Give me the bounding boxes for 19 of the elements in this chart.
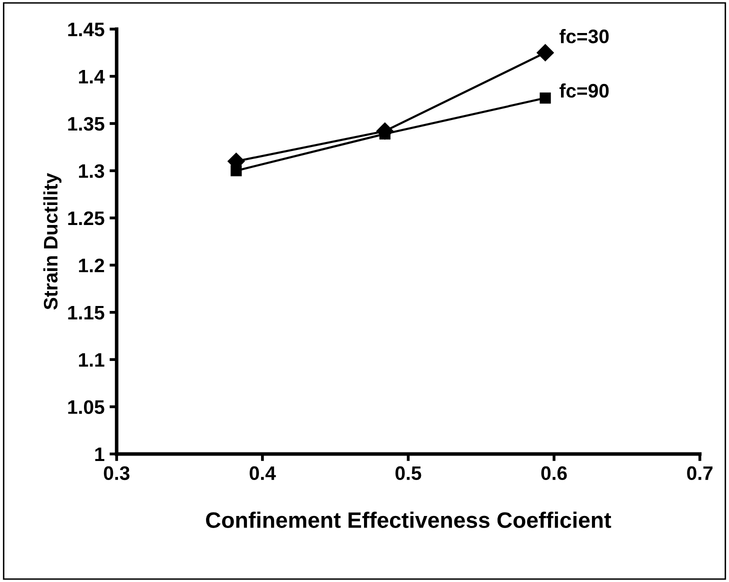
y-tick-label: 1.4	[79, 70, 105, 84]
x-tick-label: 0.5	[395, 466, 422, 480]
x-tick-label: 0.6	[541, 466, 567, 480]
x-tick-label: 0.4	[250, 466, 276, 480]
x-axis-title: Confinement Effectiveness Coefficient	[206, 512, 612, 528]
y-tick-label: 1	[95, 448, 104, 462]
y-tick-label: 1.3	[79, 164, 104, 178]
y-tick-label: 1.45	[68, 22, 104, 36]
series-label: fc=30	[560, 29, 609, 44]
y-axis-title: Strain Ductility	[43, 173, 62, 310]
y-tick-label: 1.15	[68, 306, 104, 320]
y-tick-label: 1.2	[79, 258, 104, 272]
x-tick-label: 0.3	[104, 466, 130, 480]
y-tick-label: 1.05	[68, 400, 104, 414]
series-label: fc=90	[560, 83, 609, 98]
y-tick-label: 1.25	[68, 211, 104, 226]
x-tick-label: 0.7	[687, 466, 712, 480]
y-tick-label: 1.35	[68, 116, 104, 131]
y-tick-label: 1.1	[79, 353, 104, 367]
